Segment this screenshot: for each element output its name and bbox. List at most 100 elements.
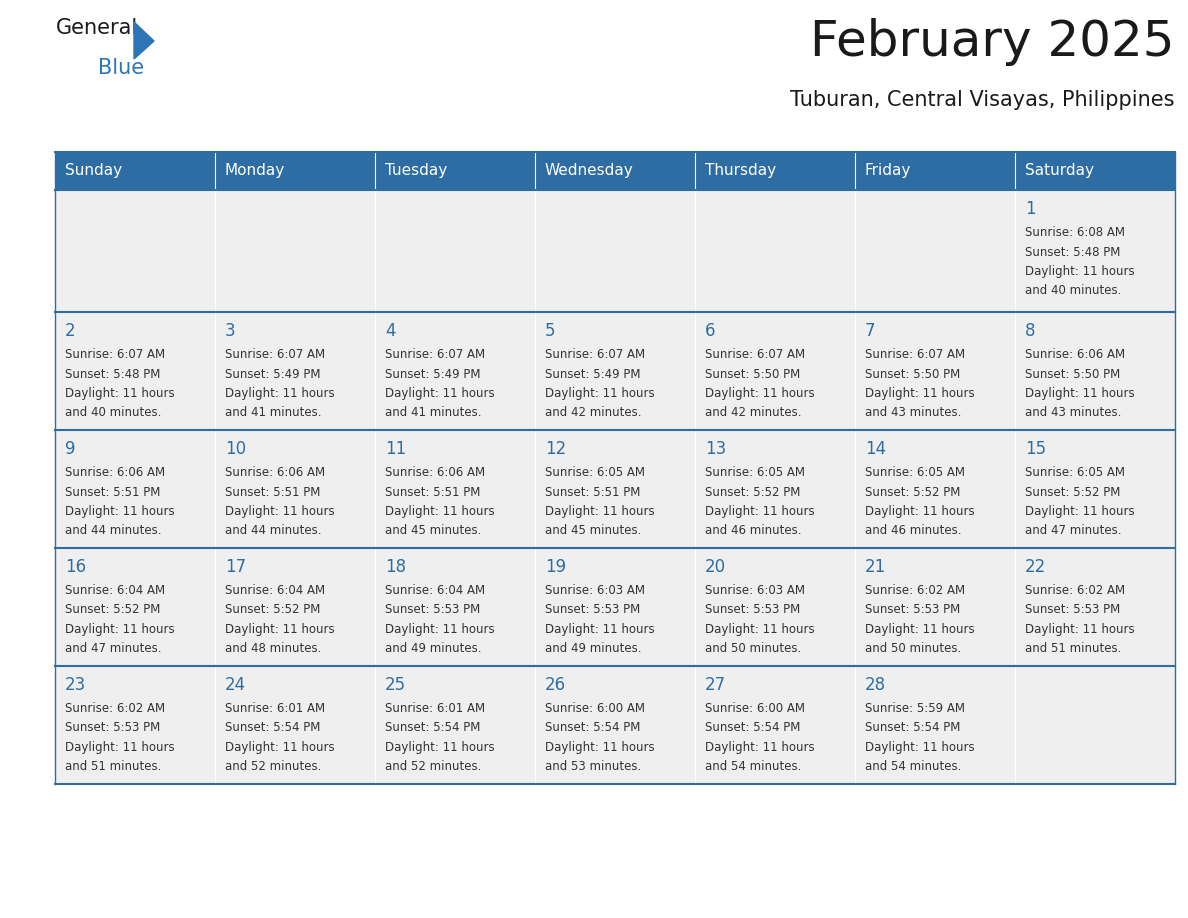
Text: Sunrise: 6:05 AM: Sunrise: 6:05 AM [1025,466,1125,479]
Text: Tuesday: Tuesday [385,162,447,177]
Text: Sunset: 5:49 PM: Sunset: 5:49 PM [545,367,640,380]
Text: 24: 24 [225,676,246,694]
Bar [55,152,215,190]
Text: 2: 2 [65,322,76,340]
Bar [1015,152,1175,190]
Text: and 41 minutes.: and 41 minutes. [385,407,481,420]
Text: 9: 9 [65,440,76,458]
Text: Daylight: 11 hours: Daylight: 11 hours [865,623,974,636]
Text: and 52 minutes.: and 52 minutes. [385,760,481,774]
Text: and 47 minutes.: and 47 minutes. [1025,524,1121,538]
Text: Sunrise: 6:05 AM: Sunrise: 6:05 AM [704,466,805,479]
Text: 26: 26 [545,676,567,694]
Bar [535,312,695,430]
Text: Sunset: 5:50 PM: Sunset: 5:50 PM [1025,367,1120,380]
Text: and 42 minutes.: and 42 minutes. [704,407,802,420]
Text: Sunset: 5:54 PM: Sunset: 5:54 PM [225,722,321,734]
Bar [375,430,535,548]
Bar [215,312,375,430]
Bar [375,152,535,190]
Bar [215,666,375,784]
Text: Sunrise: 6:06 AM: Sunrise: 6:06 AM [385,466,485,479]
Text: 1: 1 [1025,200,1036,218]
Text: Daylight: 11 hours: Daylight: 11 hours [545,505,655,518]
Text: Sunrise: 6:06 AM: Sunrise: 6:06 AM [65,466,165,479]
Text: and 45 minutes.: and 45 minutes. [385,524,481,538]
Text: Daylight: 11 hours: Daylight: 11 hours [385,623,494,636]
Text: Daylight: 11 hours: Daylight: 11 hours [225,387,335,400]
Text: Sunrise: 6:01 AM: Sunrise: 6:01 AM [225,702,326,715]
Text: Daylight: 11 hours: Daylight: 11 hours [225,505,335,518]
Text: Thursday: Thursday [704,162,776,177]
Text: Monday: Monday [225,162,285,177]
Text: 27: 27 [704,676,726,694]
Text: Sunset: 5:54 PM: Sunset: 5:54 PM [704,722,801,734]
Text: Friday: Friday [865,162,911,177]
Text: 18: 18 [385,558,406,576]
Text: Daylight: 11 hours: Daylight: 11 hours [1025,265,1135,278]
Text: Daylight: 11 hours: Daylight: 11 hours [704,623,815,636]
Text: Daylight: 11 hours: Daylight: 11 hours [704,505,815,518]
Text: 3: 3 [225,322,235,340]
Text: Sunday: Sunday [65,162,122,177]
Text: and 44 minutes.: and 44 minutes. [65,524,162,538]
Text: Sunset: 5:50 PM: Sunset: 5:50 PM [865,367,960,380]
Bar [855,190,1015,312]
Text: and 51 minutes.: and 51 minutes. [65,760,162,774]
Text: 14: 14 [865,440,886,458]
Text: and 52 minutes.: and 52 minutes. [225,760,322,774]
Bar [855,430,1015,548]
Text: and 54 minutes.: and 54 minutes. [865,760,961,774]
Text: and 49 minutes.: and 49 minutes. [385,643,481,655]
Bar [1015,548,1175,666]
Bar [1015,666,1175,784]
Text: Sunset: 5:49 PM: Sunset: 5:49 PM [385,367,480,380]
Text: Daylight: 11 hours: Daylight: 11 hours [545,623,655,636]
Bar [535,152,695,190]
Text: and 49 minutes.: and 49 minutes. [545,643,642,655]
Text: 13: 13 [704,440,726,458]
Bar [535,666,695,784]
Text: Saturday: Saturday [1025,162,1094,177]
Bar [535,430,695,548]
Text: 5: 5 [545,322,556,340]
Text: Sunrise: 6:02 AM: Sunrise: 6:02 AM [65,702,165,715]
Text: and 50 minutes.: and 50 minutes. [704,643,801,655]
Text: Sunset: 5:52 PM: Sunset: 5:52 PM [65,603,160,617]
Text: and 46 minutes.: and 46 minutes. [865,524,961,538]
Bar [215,548,375,666]
Text: Sunset: 5:50 PM: Sunset: 5:50 PM [704,367,801,380]
Text: Sunrise: 6:07 AM: Sunrise: 6:07 AM [704,348,805,361]
Text: Sunset: 5:53 PM: Sunset: 5:53 PM [65,722,160,734]
Text: Daylight: 11 hours: Daylight: 11 hours [385,387,494,400]
Text: Sunset: 5:52 PM: Sunset: 5:52 PM [704,486,801,498]
Text: Sunset: 5:53 PM: Sunset: 5:53 PM [1025,603,1120,617]
Bar [855,152,1015,190]
Bar [535,190,695,312]
Text: Daylight: 11 hours: Daylight: 11 hours [385,741,494,754]
Text: and 53 minutes.: and 53 minutes. [545,760,642,774]
Text: 25: 25 [385,676,406,694]
Text: Sunset: 5:48 PM: Sunset: 5:48 PM [65,367,160,380]
Text: Sunrise: 6:07 AM: Sunrise: 6:07 AM [385,348,485,361]
Text: 10: 10 [225,440,246,458]
Bar [1015,430,1175,548]
Text: Sunset: 5:49 PM: Sunset: 5:49 PM [225,367,321,380]
Bar [695,430,855,548]
Bar [375,312,535,430]
Text: Daylight: 11 hours: Daylight: 11 hours [65,741,175,754]
Bar [695,666,855,784]
Text: and 42 minutes.: and 42 minutes. [545,407,642,420]
Text: Sunset: 5:51 PM: Sunset: 5:51 PM [545,486,640,498]
Text: Wednesday: Wednesday [545,162,633,177]
Text: 20: 20 [704,558,726,576]
Bar [695,152,855,190]
Text: Daylight: 11 hours: Daylight: 11 hours [225,623,335,636]
Text: 6: 6 [704,322,715,340]
Text: Daylight: 11 hours: Daylight: 11 hours [865,741,974,754]
Text: Blue: Blue [97,58,144,78]
Bar [55,190,215,312]
Bar [855,666,1015,784]
Text: Sunset: 5:54 PM: Sunset: 5:54 PM [545,722,640,734]
Text: Daylight: 11 hours: Daylight: 11 hours [1025,387,1135,400]
